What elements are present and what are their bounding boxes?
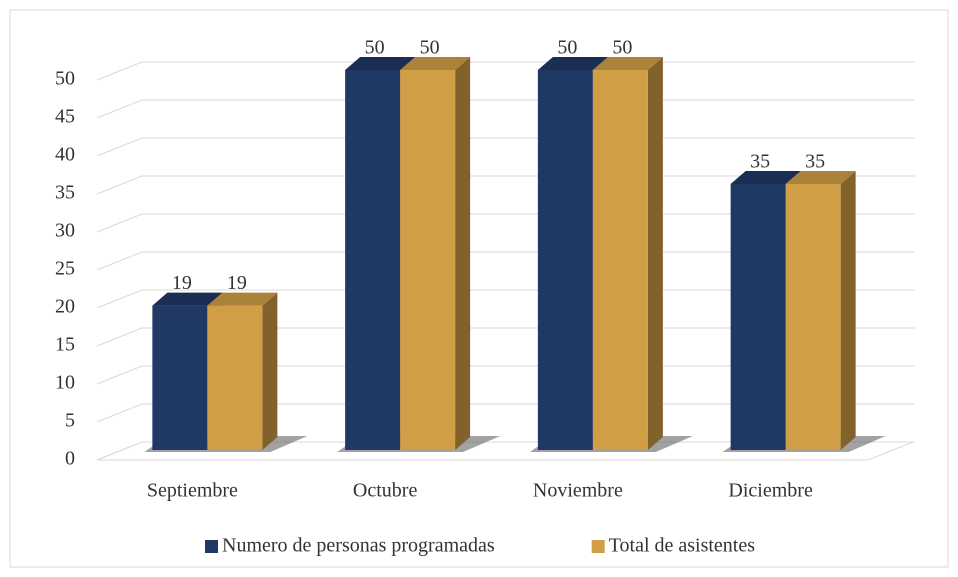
x-tick-label: Noviembre — [533, 480, 623, 502]
bar-top — [730, 171, 801, 184]
bar-front — [345, 70, 401, 450]
bar-front — [152, 305, 208, 450]
data-label: 50 — [420, 37, 440, 59]
legend-label: Total de asistentes — [609, 535, 756, 557]
y-tick-label: 5 — [65, 410, 75, 432]
bar-top — [537, 57, 608, 70]
legend-label: Numero de personas programadas — [222, 535, 495, 557]
bar-front — [400, 70, 456, 450]
bar-front — [207, 305, 263, 450]
bar-front — [592, 70, 648, 450]
bar-side — [647, 57, 663, 450]
bar-front — [785, 184, 841, 450]
y-tick-label: 10 — [55, 372, 75, 394]
bar-top — [785, 171, 856, 184]
x-tick-label: Octubre — [353, 480, 418, 502]
data-label: 19 — [172, 272, 192, 294]
bar-top — [207, 292, 278, 306]
y-tick-label: 15 — [55, 334, 75, 356]
data-label: 19 — [227, 272, 247, 294]
legend-swatch — [591, 540, 605, 553]
legend-swatch — [205, 540, 218, 553]
bar-side — [262, 292, 278, 450]
y-tick-label: 30 — [55, 220, 75, 242]
bar — [592, 57, 663, 450]
y-tick-label: 50 — [55, 68, 75, 90]
data-label: 35 — [750, 151, 770, 173]
y-tick-label: 20 — [55, 296, 75, 318]
bar — [785, 171, 856, 450]
data-label: 50 — [612, 37, 632, 59]
y-tick-label: 25 — [55, 258, 75, 280]
y-tick-label: 45 — [55, 106, 75, 128]
data-label: 50 — [557, 37, 577, 59]
x-tick-label: Diciembre — [728, 480, 813, 502]
bar-top — [345, 57, 416, 70]
y-tick-label: 40 — [55, 144, 75, 166]
bar-side — [455, 57, 471, 450]
y-tick-label: 35 — [55, 182, 75, 204]
bar-front — [730, 184, 786, 450]
bar — [400, 57, 471, 450]
y-tick-label: 0 — [65, 448, 75, 470]
x-tick-label: Septiembre — [147, 480, 238, 502]
bar-top — [592, 57, 663, 70]
data-label: 50 — [365, 37, 385, 59]
bar — [207, 292, 278, 450]
bar-top — [400, 57, 471, 70]
bar-top — [152, 292, 223, 306]
bar-front — [537, 70, 593, 450]
bar-side — [840, 171, 856, 450]
data-label: 35 — [805, 151, 825, 173]
